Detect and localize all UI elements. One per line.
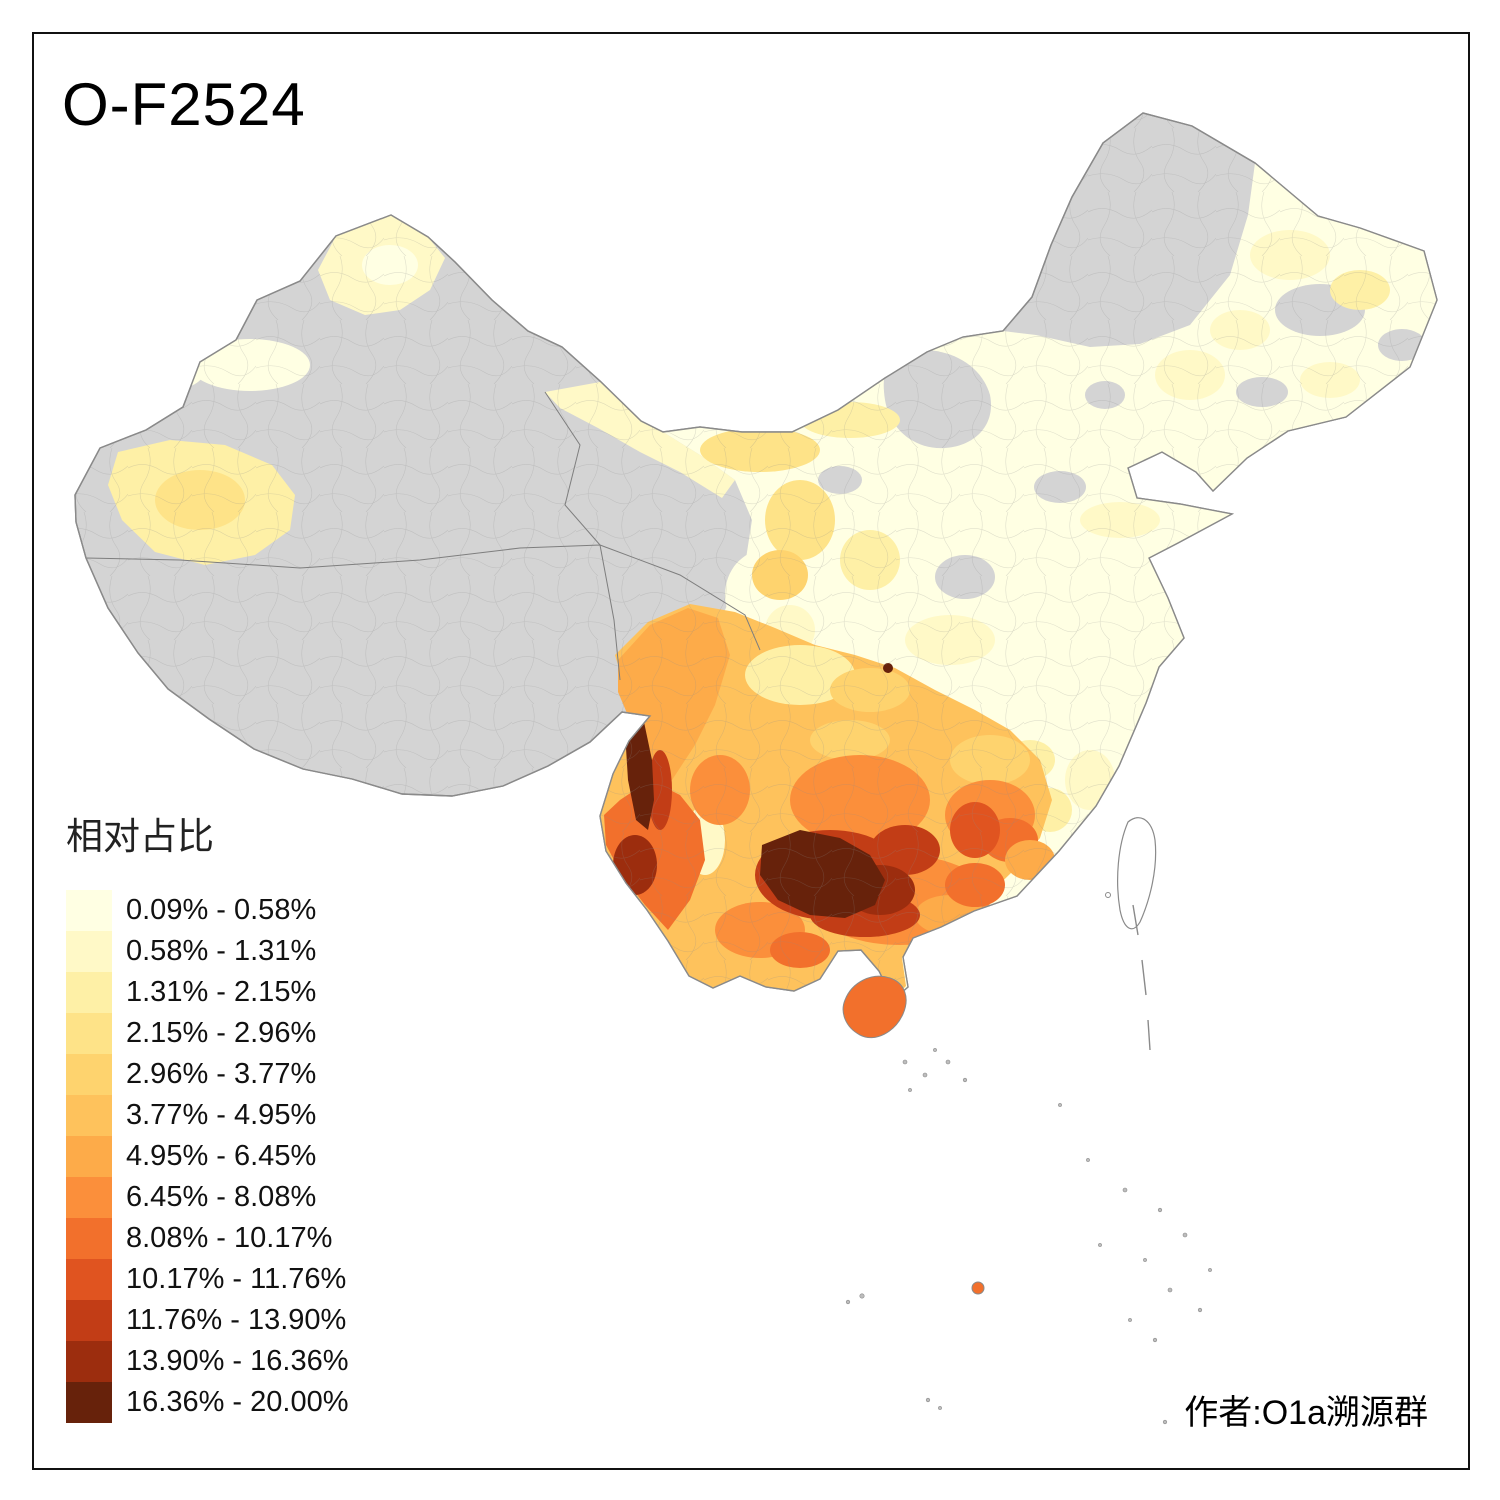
- legend-swatch: [66, 1218, 112, 1259]
- legend-label: 2.15% - 2.96%: [126, 1017, 317, 1049]
- taiwan-island: [1117, 817, 1157, 930]
- legend-rows: 0.09% - 0.58% 0.58% - 1.31% 1.31% - 2.15% 2…: [66, 890, 348, 1423]
- legend-label: 0.58% - 1.31%: [126, 935, 317, 967]
- legend-item: 13.90% - 16.36%: [66, 1341, 348, 1382]
- legend-swatch: [66, 1013, 112, 1054]
- sea-island-colored: [971, 1281, 985, 1295]
- legend-label: 3.77% - 4.95%: [126, 1099, 317, 1131]
- legend-item: 6.45% - 8.08%: [66, 1177, 348, 1218]
- legend-swatch: [66, 890, 112, 931]
- legend-item: 2.15% - 2.96%: [66, 1013, 348, 1054]
- legend-item: 2.96% - 3.77%: [66, 1054, 348, 1095]
- legend-item: 8.08% - 10.17%: [66, 1218, 348, 1259]
- legend-item: 11.76% - 13.90%: [66, 1300, 348, 1341]
- legend-label: 1.31% - 2.15%: [126, 976, 317, 1008]
- legend-label: 0.09% - 0.58%: [126, 894, 317, 926]
- south-china-sea-islets: [845, 1048, 1212, 1425]
- legend-swatch: [66, 1136, 112, 1177]
- legend-item: 0.09% - 0.58%: [66, 890, 348, 931]
- legend-label: 10.17% - 11.76%: [126, 1263, 347, 1295]
- legend-swatch: [66, 1382, 112, 1423]
- legend: 相对占比 0.09% - 0.58% 0.58% - 1.31% 1.31% - 2…: [66, 806, 348, 1423]
- legend-swatch: [66, 1054, 112, 1095]
- legend-swatch: [66, 1095, 112, 1136]
- legend-label: 8.08% - 10.17%: [126, 1222, 333, 1254]
- legend-swatch: [66, 972, 112, 1013]
- legend-item: 0.58% - 1.31%: [66, 931, 348, 972]
- author-credit: 作者:O1a溯源群: [1184, 1394, 1428, 1432]
- legend-item: 10.17% - 11.76%: [66, 1259, 348, 1300]
- legend-item: 3.77% - 4.95%: [66, 1095, 348, 1136]
- legend-label: 2.96% - 3.77%: [126, 1058, 317, 1090]
- legend-label: 4.95% - 6.45%: [126, 1140, 317, 1172]
- legend-swatch: [66, 1177, 112, 1218]
- sea-boundary-dashes: [1132, 904, 1151, 1051]
- legend-item: 16.36% - 20.00%: [66, 1382, 348, 1423]
- admin-boundaries: [74, 112, 1438, 1001]
- legend-label: 11.76% - 13.90%: [126, 1304, 347, 1336]
- legend-swatch: [66, 1259, 112, 1300]
- legend-label: 16.36% - 20.00%: [126, 1386, 349, 1418]
- legend-item: 4.95% - 6.45%: [66, 1136, 348, 1177]
- hainan-island: [842, 975, 907, 1039]
- islands: [842, 817, 1212, 1425]
- page-title: O-F2524: [62, 71, 306, 138]
- legend-item: 1.31% - 2.15%: [66, 972, 348, 1013]
- legend-title: 相对占比: [66, 816, 214, 857]
- legend-label: 6.45% - 8.08%: [126, 1181, 317, 1213]
- legend-swatch: [66, 1300, 112, 1341]
- legend-swatch: [66, 931, 112, 972]
- legend-label: 13.90% - 16.36%: [126, 1345, 349, 1377]
- legend-swatch: [66, 1341, 112, 1382]
